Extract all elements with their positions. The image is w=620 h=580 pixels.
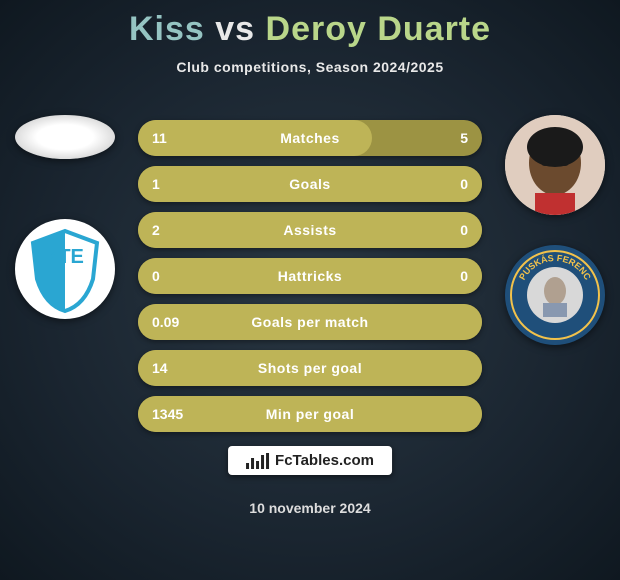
player2-club-badge: PUSKÁS FERENC <box>505 245 605 345</box>
stat-label: Goals per match <box>218 314 402 330</box>
stat-label: Hattricks <box>218 268 402 284</box>
vs-label: vs <box>215 10 255 48</box>
subtitle: Club competitions, Season 2024/2025 <box>0 59 620 75</box>
player1-avatar <box>15 115 115 159</box>
player2-face-icon <box>505 115 605 215</box>
footer-date: 10 november 2024 <box>0 500 620 516</box>
stat-label: Goals <box>218 176 402 192</box>
bars-icon <box>246 453 269 469</box>
stat-row: 14Shots per goal <box>138 350 482 386</box>
stat-row: 11Matches5 <box>138 120 482 156</box>
stat-row: 1Goals0 <box>138 166 482 202</box>
stat-left-value: 14 <box>138 360 218 376</box>
stat-right-value: 0 <box>402 176 482 192</box>
stat-left-value: 1 <box>138 176 218 192</box>
left-column: ZTE <box>10 115 120 319</box>
stat-label: Matches <box>218 130 402 146</box>
club-left-svg: ZTE <box>15 219 115 319</box>
stat-left-value: 0.09 <box>138 314 218 330</box>
stat-left-value: 0 <box>138 268 218 284</box>
stat-row: 2Assists0 <box>138 212 482 248</box>
player2-name: Deroy Duarte <box>266 10 492 48</box>
right-column: PUSKÁS FERENC <box>500 115 610 345</box>
player2-avatar <box>505 115 605 215</box>
stat-left-value: 11 <box>138 130 218 146</box>
stat-label: Shots per goal <box>218 360 402 376</box>
stat-row: 0.09Goals per match <box>138 304 482 340</box>
stats-container: 11Matches51Goals02Assists00Hattricks00.0… <box>138 120 482 442</box>
player1-club-badge: ZTE <box>15 219 115 319</box>
stat-right-value: 0 <box>402 222 482 238</box>
player1-name: Kiss <box>129 10 205 48</box>
site-name: FcTables.com <box>275 452 374 469</box>
stat-label: Min per goal <box>218 406 402 422</box>
stat-row: 0Hattricks0 <box>138 258 482 294</box>
stat-label: Assists <box>218 222 402 238</box>
stat-left-value: 2 <box>138 222 218 238</box>
comparison-title: Kiss vs Deroy Duarte <box>0 0 620 49</box>
stat-left-value: 1345 <box>138 406 218 422</box>
svg-text:ZTE: ZTE <box>46 246 84 268</box>
stat-right-value: 0 <box>402 268 482 284</box>
club-right-svg: PUSKÁS FERENC <box>505 245 605 345</box>
site-badge: FcTables.com <box>228 446 392 475</box>
stat-right-value: 5 <box>402 130 482 146</box>
stat-row: 1345Min per goal <box>138 396 482 432</box>
